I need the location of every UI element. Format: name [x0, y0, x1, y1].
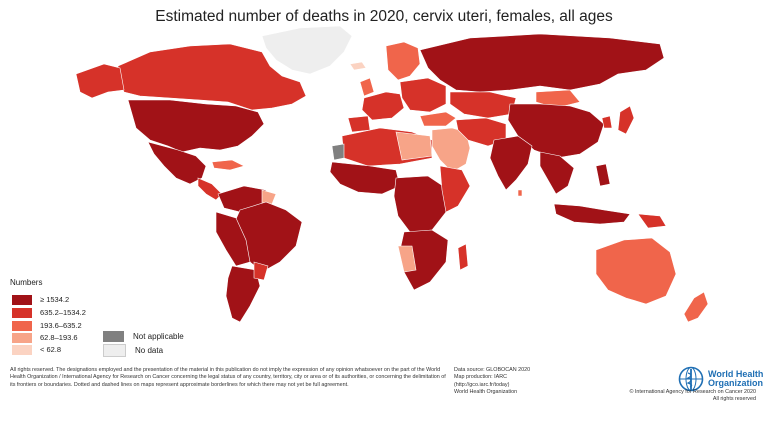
- region-turkey: [419, 111, 457, 127]
- legend-label: No data: [135, 346, 164, 355]
- data-source: Data source: GLOBOCAN 2020 Map productio…: [454, 367, 564, 396]
- region-iceland: [349, 61, 367, 71]
- region-korea: [601, 115, 613, 129]
- region-western-europe: [361, 91, 405, 121]
- region-mongolia: [535, 89, 581, 109]
- region-indonesia: [553, 203, 631, 225]
- region-canada: [117, 43, 307, 111]
- region-new-zealand: [683, 291, 709, 323]
- legend-label: 635.2–1534.2: [40, 308, 86, 317]
- legend-swatch: [103, 344, 126, 357]
- region-east-africa: [439, 165, 471, 213]
- region-west-africa: [329, 161, 401, 195]
- source-link[interactable]: (http://gco.iarc.fr/today): [454, 381, 510, 388]
- region-paraguay-uruguay: [253, 261, 269, 281]
- legend-item-1: ≥ 1534.2: [12, 294, 69, 305]
- region-russia: [419, 33, 665, 93]
- region-india: [489, 135, 533, 191]
- legend-swatch: [12, 307, 32, 318]
- region-philippines: [595, 163, 611, 187]
- region-australia: [595, 237, 677, 305]
- region-united-kingdom: [359, 77, 375, 97]
- region-southeast-asia: [539, 151, 575, 195]
- legend-swatch: [12, 294, 32, 305]
- legend-no-data: No data: [103, 344, 163, 357]
- legend-swatch: [12, 344, 32, 355]
- region-scandinavia: [385, 41, 421, 81]
- copyright: © International Agency for Research on C…: [629, 389, 756, 403]
- region-alaska: [75, 63, 125, 99]
- world-choropleth-map: [75, 25, 709, 323]
- region-greenland: [261, 25, 353, 75]
- region-namibia: [397, 245, 417, 273]
- legend-item-4: 62.8–193.6: [12, 332, 78, 343]
- region-mexico: [147, 141, 207, 185]
- legend-swatch: [12, 332, 32, 343]
- region-western-sahara: [331, 143, 345, 161]
- region-guianas: [261, 189, 277, 205]
- legend-not-applicable: Not applicable: [103, 331, 184, 342]
- legend-label: ≥ 1534.2: [40, 295, 70, 304]
- legend-label: < 62.8: [40, 345, 62, 354]
- legend-item-2: 635.2–1534.2: [12, 307, 86, 318]
- who-emblem-icon: [678, 366, 704, 392]
- region-madagascar: [457, 243, 469, 271]
- region-central-africa: [393, 175, 447, 233]
- legend-label: Not applicable: [133, 332, 184, 341]
- disclaimer-text: All rights reserved. The designations em…: [10, 367, 446, 388]
- region-sri-lanka: [517, 189, 523, 197]
- legend-item-3: 193.6–635.2: [12, 320, 82, 331]
- source-line: World Health Organization: [454, 388, 518, 395]
- legend-label: 193.6–635.2: [40, 321, 82, 330]
- region-iberia: [347, 115, 371, 133]
- source-line: Data source: GLOBOCAN 2020: [454, 367, 531, 373]
- map-title: Estimated number of deaths in 2020, cerv…: [155, 8, 613, 25]
- region-papua-new-guinea: [637, 213, 667, 229]
- region-japan: [617, 105, 635, 135]
- legend-label: 62.8–193.6: [40, 333, 78, 342]
- source-line: Map production: IARC: [454, 374, 508, 381]
- region-peru-bolivia: [215, 211, 251, 267]
- legend-swatch: [12, 320, 32, 331]
- region-china: [507, 103, 605, 159]
- legend-title: Numbers: [10, 278, 43, 287]
- who-logo: World Health Organization: [678, 366, 763, 392]
- region-middle-east: [431, 127, 471, 173]
- region-central-asia: [449, 91, 517, 119]
- region-egypt-libya: [395, 131, 433, 161]
- legend-swatch: [103, 331, 124, 342]
- region-central-america: [197, 177, 223, 201]
- region-eastern-europe: [399, 77, 447, 113]
- region-united-states: [127, 99, 265, 153]
- legend-item-5: < 62.8: [12, 344, 61, 355]
- region-caribbean: [211, 159, 245, 171]
- who-wordmark: World Health Organization: [708, 369, 764, 388]
